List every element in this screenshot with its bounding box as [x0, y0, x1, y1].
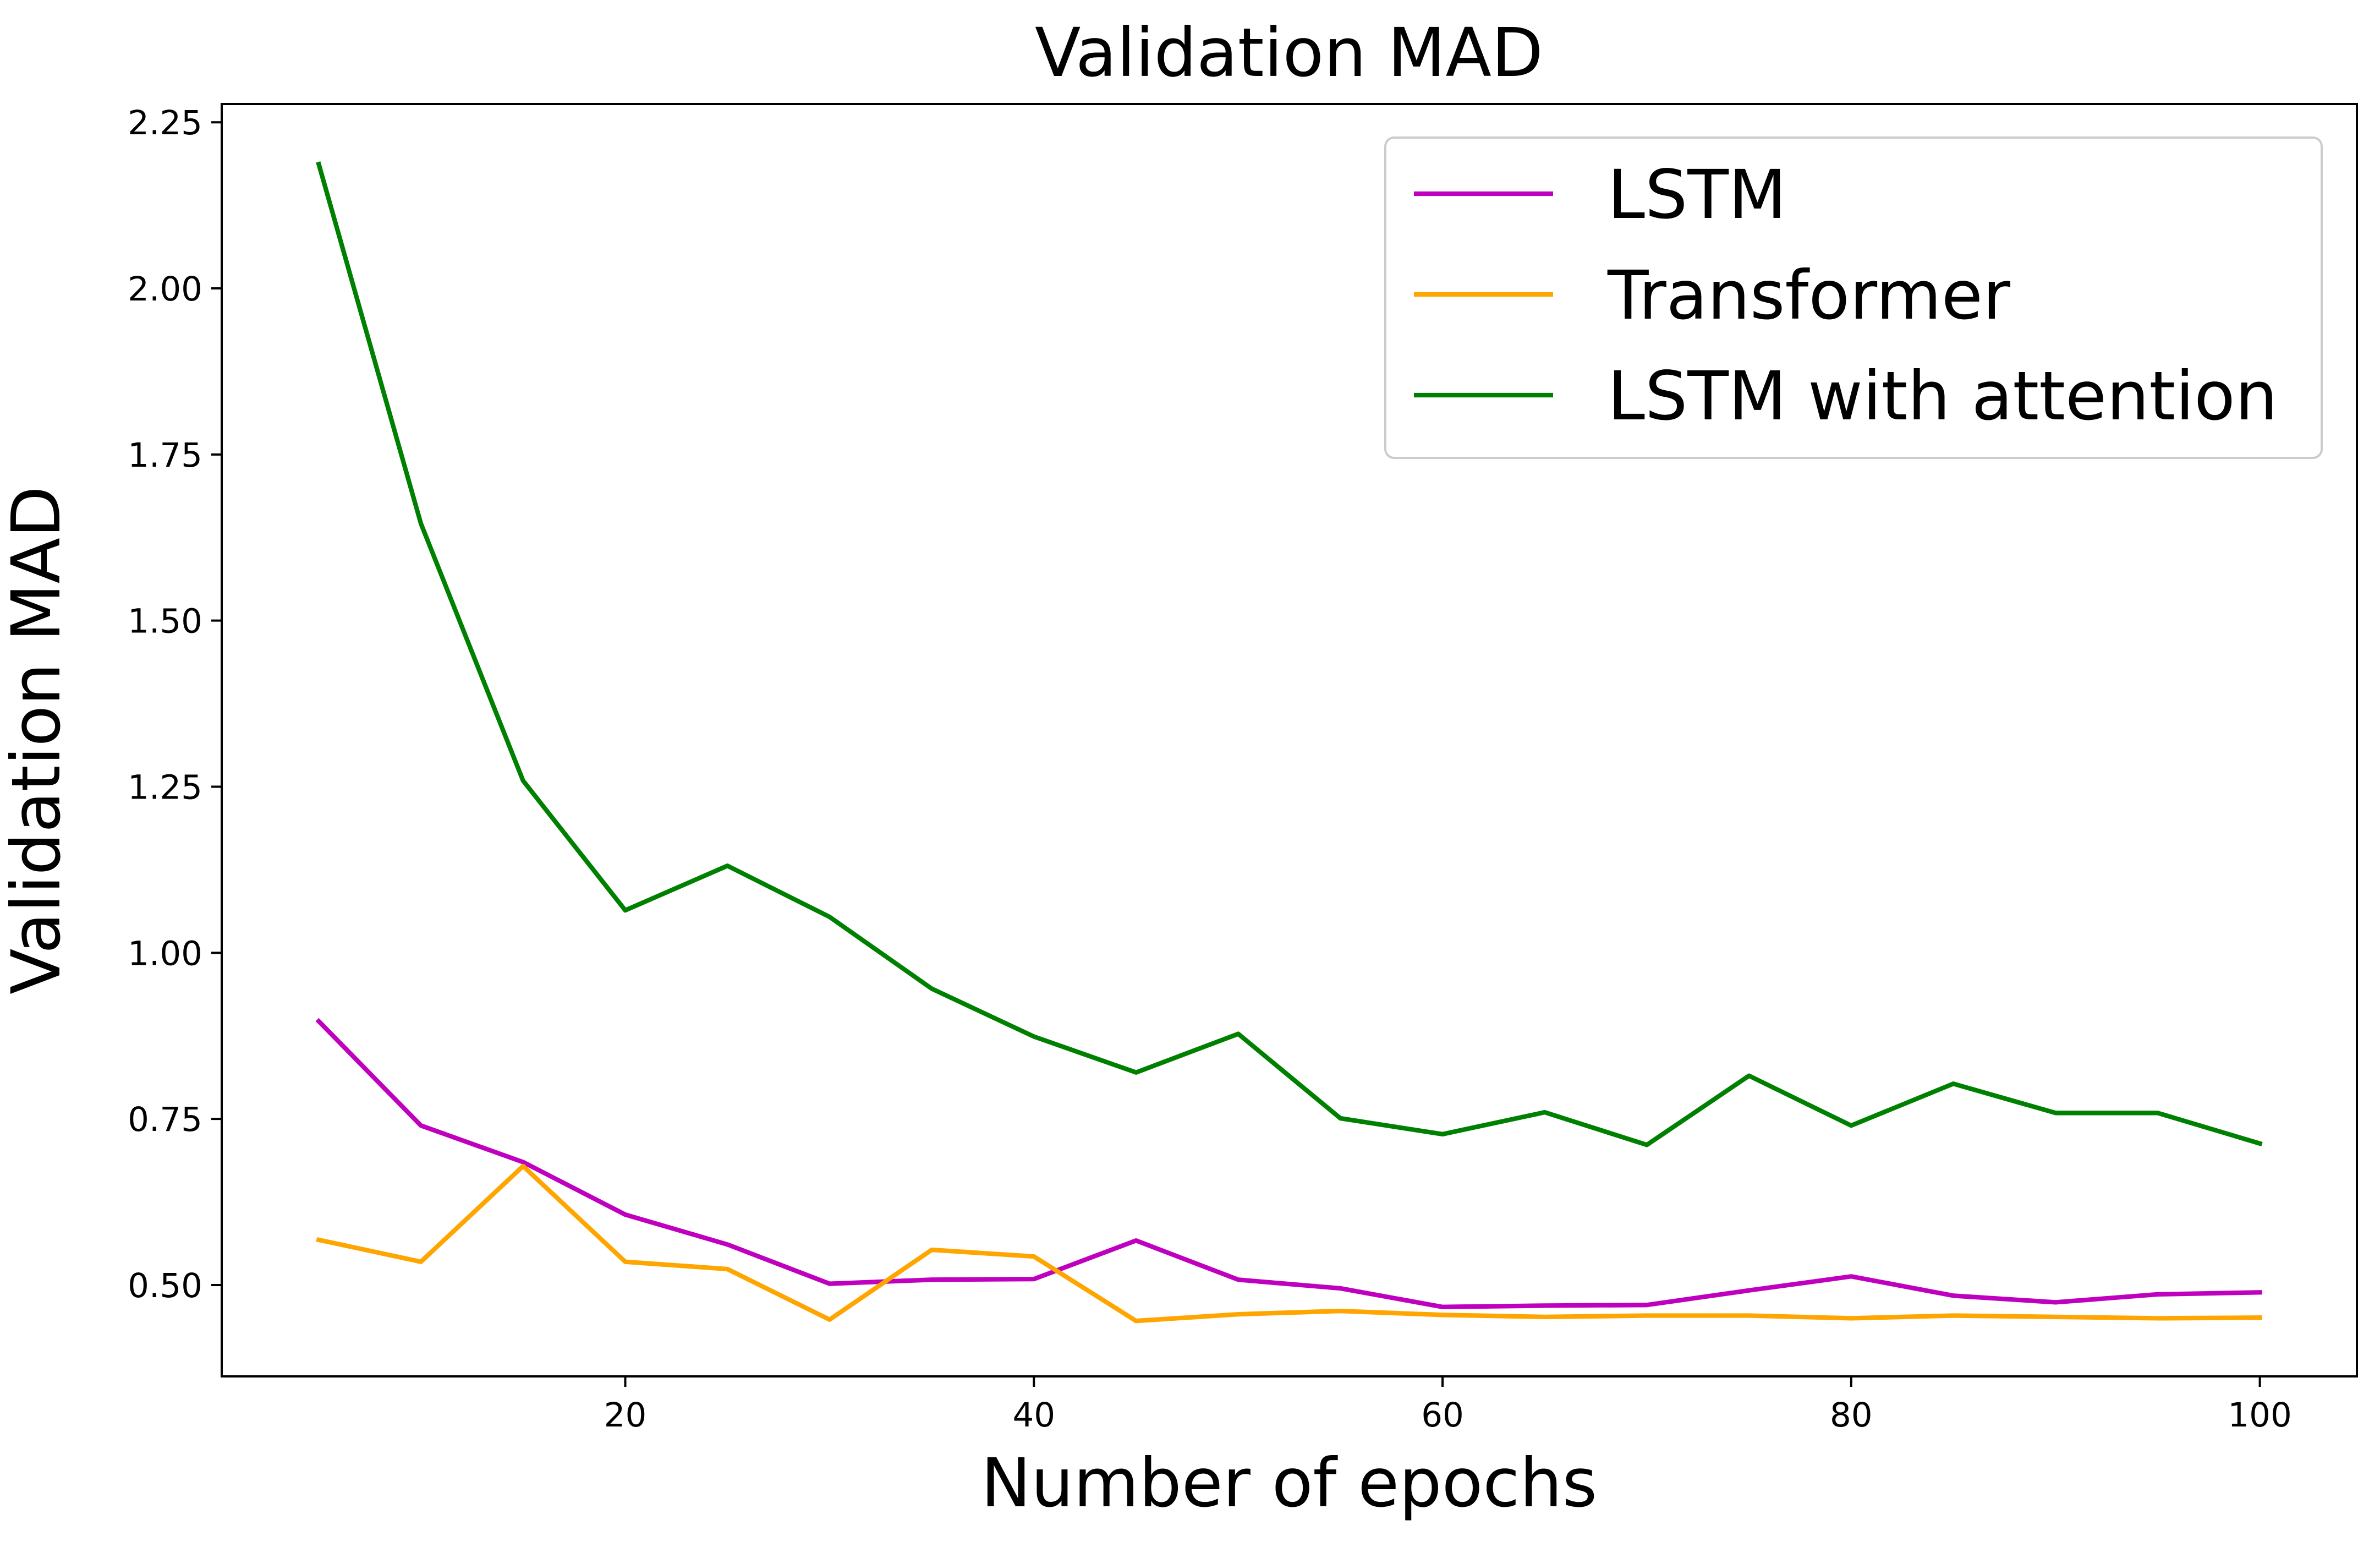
y-tick-label: 0.50: [128, 1266, 202, 1305]
x-tick-label: 20: [604, 1396, 647, 1435]
chart-title: Validation MAD: [1035, 14, 1543, 92]
series-lines: [315, 161, 2263, 1324]
x-tick-label: 100: [2228, 1396, 2291, 1435]
y-tick-label: 0.75: [128, 1100, 202, 1139]
plot-frame: [221, 103, 2358, 1377]
series-line-lstm: [315, 1018, 2262, 1309]
y-tick-label: 2.25: [128, 103, 202, 143]
y-axis-ticks: 0.50 0.75 1.00 1.25 1.50 1.75 2.00 2.25: [128, 103, 222, 1305]
y-tick-label: 1.00: [128, 934, 202, 973]
legend-label-lstm-with-attention: LSTM with attention: [1608, 357, 2278, 435]
legend-label-transformer: Transformer: [1607, 256, 2011, 335]
x-tick-label: 60: [1421, 1396, 1464, 1435]
series-line-lstm-with-attention: [316, 161, 2263, 1147]
series-line-transformer: [316, 1163, 2262, 1324]
x-tick-label: 80: [1830, 1396, 1873, 1435]
legend-label-lstm: LSTM: [1608, 156, 1786, 234]
y-tick-label: 1.50: [128, 602, 202, 641]
y-tick-label: 2.00: [128, 270, 202, 309]
x-axis-ticks: 20 40 60 80 100: [604, 1376, 2292, 1435]
legend: LSTM Transformer LSTM with attention: [1384, 136, 2323, 459]
y-axis-label: Validation MAD: [0, 486, 75, 994]
y-tick-label: 1.25: [128, 768, 202, 807]
legend-frame: [1384, 136, 2323, 459]
x-axis-label: Number of epochs: [981, 1444, 1597, 1522]
y-tick-label: 1.75: [128, 436, 202, 475]
x-tick-label: 40: [1012, 1396, 1055, 1435]
